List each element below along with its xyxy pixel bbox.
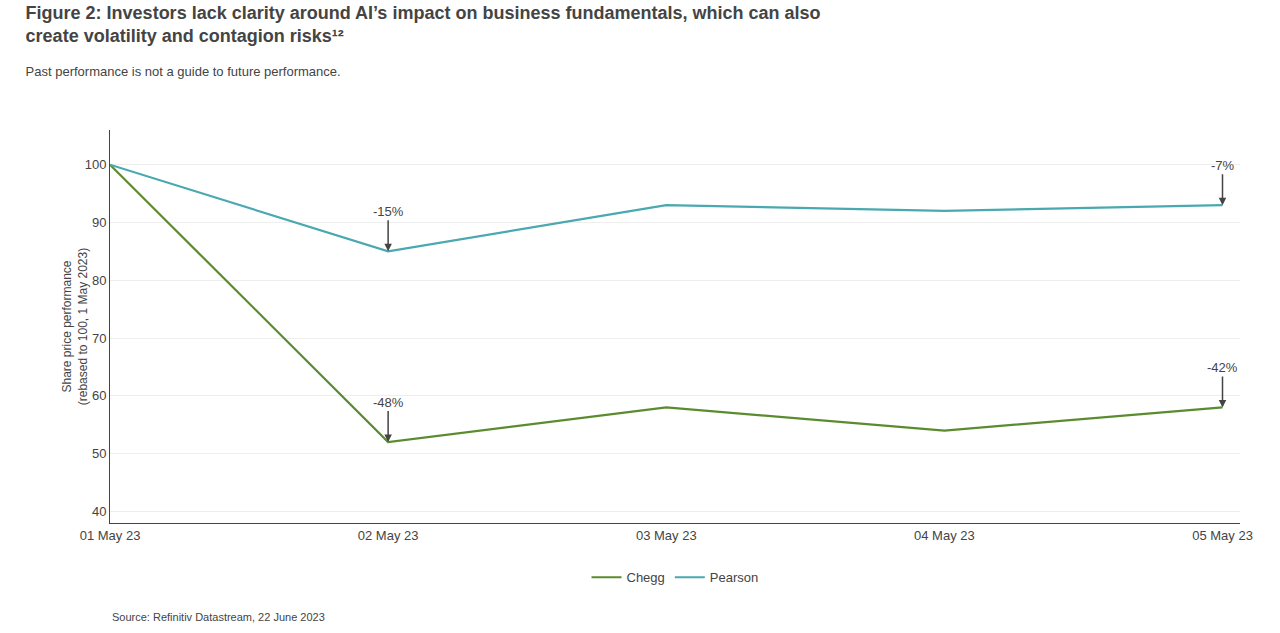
svg-text:90: 90 bbox=[92, 215, 106, 230]
svg-text:-15%: -15% bbox=[373, 204, 404, 219]
svg-text:Past performance is not a guid: Past performance is not a guide to futur… bbox=[26, 64, 341, 79]
svg-text:50: 50 bbox=[92, 446, 106, 461]
svg-text:Source: Refinitiv Datastream,: Source: Refinitiv Datastream, 22 June 20… bbox=[112, 611, 325, 623]
svg-text:03 May 23: 03 May 23 bbox=[636, 528, 697, 543]
svg-text:Share price performance(rebase: Share price performance(rebased to 100, … bbox=[60, 248, 90, 405]
svg-text:02 May 23: 02 May 23 bbox=[358, 528, 419, 543]
svg-text:-7%: -7% bbox=[1211, 158, 1235, 173]
svg-text:80: 80 bbox=[92, 273, 106, 288]
svg-text:60: 60 bbox=[92, 388, 106, 403]
svg-text:05 May 23: 05 May 23 bbox=[1192, 528, 1253, 543]
svg-text:-48%: -48% bbox=[373, 395, 404, 410]
svg-text:04 May 23: 04 May 23 bbox=[914, 528, 975, 543]
svg-text:Pearson: Pearson bbox=[710, 570, 758, 585]
svg-text:-42%: -42% bbox=[1207, 360, 1238, 375]
svg-text:01 May 23: 01 May 23 bbox=[80, 528, 141, 543]
svg-text:100: 100 bbox=[85, 157, 107, 172]
svg-text:Chegg: Chegg bbox=[627, 570, 665, 585]
svg-text:40: 40 bbox=[92, 504, 106, 519]
svg-text:Figure 2: Investors lack clari: Figure 2: Investors lack clarity around … bbox=[26, 3, 821, 46]
svg-text:70: 70 bbox=[92, 331, 106, 346]
